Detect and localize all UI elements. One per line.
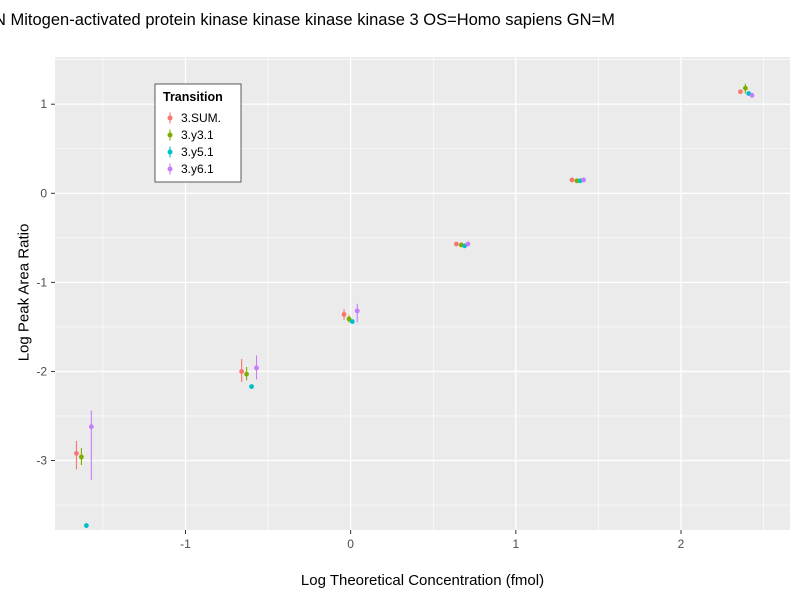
data-point — [88, 424, 94, 430]
data-point — [349, 319, 355, 324]
legend-label: 3.SUM. — [181, 111, 221, 125]
y-tick-label: 1 — [40, 97, 47, 111]
legend-label: 3.y5.1 — [181, 145, 214, 159]
data-point — [341, 312, 347, 317]
data-point — [569, 177, 575, 183]
data-point — [453, 241, 459, 247]
legend-key-point — [167, 115, 173, 121]
y-tick-label: -1 — [36, 275, 47, 289]
data-point — [346, 316, 352, 322]
x-tick-label: 0 — [347, 537, 354, 551]
data-point — [581, 177, 586, 183]
series-3.SUM. — [74, 89, 743, 470]
data-point — [749, 92, 755, 98]
data-point — [249, 384, 254, 389]
legend-key-point — [167, 166, 173, 172]
data-point — [239, 369, 245, 374]
legend-key-point — [167, 132, 173, 138]
data-point — [574, 178, 580, 184]
legend-label: 3.y6.1 — [181, 162, 214, 176]
y-tick-label: 0 — [40, 186, 47, 200]
data-point — [465, 241, 471, 247]
series-3.y6.1 — [88, 92, 755, 481]
legend-label: 3.y3.1 — [181, 128, 214, 142]
data-point — [244, 371, 249, 377]
x-tick-label: 1 — [512, 537, 519, 551]
data-point — [354, 308, 360, 314]
legend-key-point — [167, 149, 173, 155]
data-point — [738, 89, 743, 95]
data-point — [79, 454, 84, 460]
legend-title: Transition — [163, 90, 223, 104]
x-tick-label: -1 — [180, 537, 191, 551]
x-axis-label: Log Theoretical Concentration (fmol) — [300, 572, 545, 589]
data-point — [743, 85, 748, 91]
data-point — [254, 365, 259, 371]
series-3.y3.1 — [79, 83, 748, 465]
y-tick-label: -3 — [36, 454, 47, 468]
y-tick-label: -2 — [36, 364, 47, 378]
x-tick-label: 2 — [678, 537, 685, 551]
plot-title: N Mitogen-activated protein kinase kinas… — [0, 11, 615, 29]
data-point — [74, 450, 79, 456]
data-point — [83, 523, 89, 528]
